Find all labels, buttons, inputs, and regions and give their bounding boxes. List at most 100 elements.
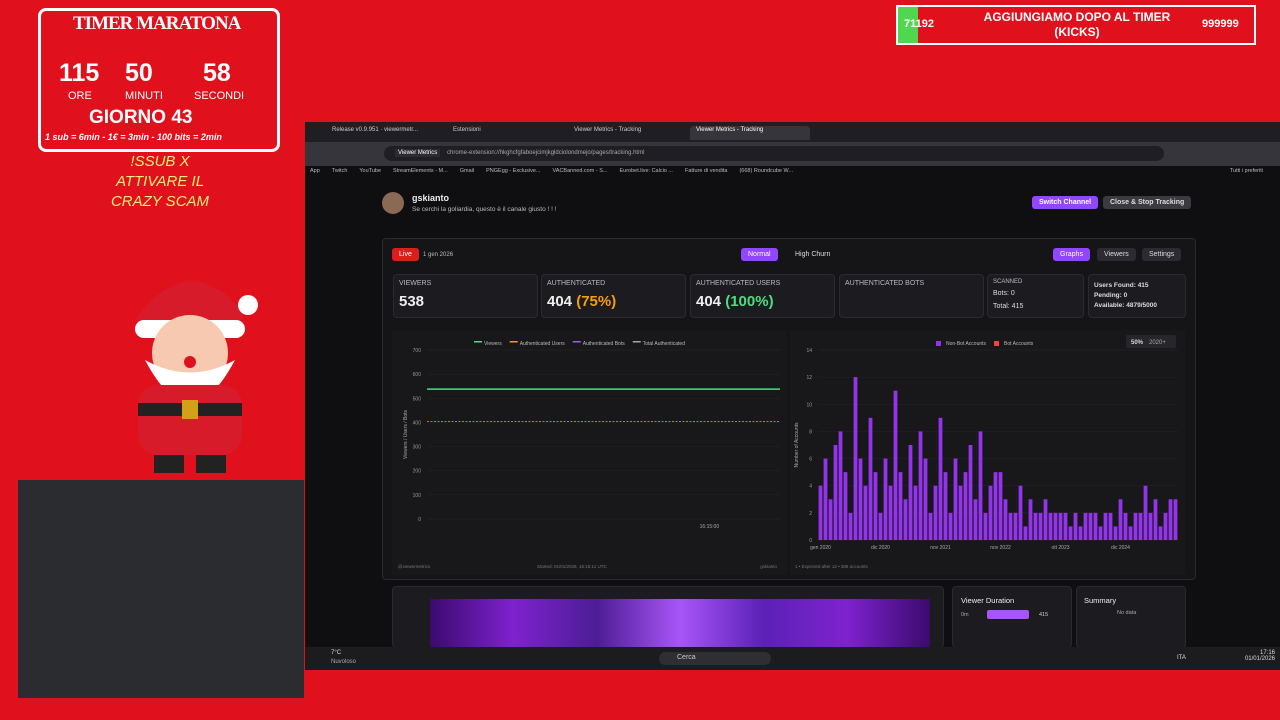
x-tick-label: dic 2020 <box>871 545 890 551</box>
bar <box>1008 512 1013 540</box>
bar <box>1098 526 1103 540</box>
duration-count: 415 <box>1039 612 1049 618</box>
chart-footer: 1 • Expected after 12 • 389 accounts <box>795 564 868 569</box>
bookmark[interactable]: Twitch <box>331 168 348 174</box>
bar <box>1153 499 1158 540</box>
mode-button[interactable]: High Churn <box>795 251 831 258</box>
y-tick-label: 14 <box>806 348 812 354</box>
search-box[interactable]: Cerca <box>659 652 771 665</box>
duration-title: Viewer Duration <box>961 596 1015 605</box>
bar <box>1063 512 1068 540</box>
date: 1 gen 2026 <box>423 252 454 258</box>
bookmark[interactable]: Eurobet.live: Calcio ... <box>619 168 673 174</box>
bar <box>983 512 988 540</box>
stat-value: 404 (75%) <box>547 293 616 310</box>
santa <box>135 281 258 473</box>
bar <box>1013 512 1018 540</box>
timer-title: TIMER MARATONA <box>73 13 241 34</box>
bar <box>908 445 913 540</box>
legend-swatch <box>994 341 1000 346</box>
bar <box>1003 499 1008 540</box>
minutes: 50 <box>125 59 153 87</box>
lang: ITA <box>1177 655 1186 661</box>
view-button[interactable]: Settings <box>1142 248 1182 261</box>
bar <box>1138 512 1143 540</box>
close-button[interactable]: Close & Stop Tracking <box>1103 196 1192 209</box>
temp: 7°C <box>331 650 342 656</box>
stat-line: Users Found: 415 <box>1094 282 1149 289</box>
stat-line: Available: 4879/5000 <box>1094 302 1157 309</box>
legend-swatch <box>509 341 518 343</box>
bookmark[interactable]: App <box>310 168 320 174</box>
view-button[interactable]: Viewers <box>1097 248 1136 261</box>
bookmark[interactable]: PNGEgg - Exclusive... <box>486 168 541 174</box>
bookmark[interactable]: StreamElements - M... <box>393 168 448 174</box>
bar <box>1068 526 1073 540</box>
bar <box>1108 512 1113 540</box>
bar <box>928 512 933 540</box>
rates: 1 sub = 6min - 1€ = 3min - 100 bits = 2m… <box>45 132 222 142</box>
tab[interactable]: Viewer Metrics - Tracking <box>690 126 810 140</box>
mode-button[interactable]: Normal <box>741 248 778 261</box>
tagline: Se cerchi la goliardia, questo è il cana… <box>412 206 557 213</box>
tab[interactable]: Release v0.9.951 · viewermetr... <box>332 127 419 133</box>
legend-swatch <box>474 341 482 343</box>
bar <box>848 512 853 540</box>
y-axis-label: Viewers / Users / Bots <box>403 409 409 459</box>
bar <box>1168 499 1173 540</box>
bar <box>1093 512 1098 540</box>
stat-line: Pending: 0 <box>1094 292 1128 299</box>
seconds-label: SECONDI <box>194 90 245 102</box>
tab[interactable]: Estensioni <box>453 127 481 133</box>
legend-label: Viewers <box>484 341 502 347</box>
duration-card: Viewer Duration 0m 415 <box>952 586 1072 648</box>
stat-label: VIEWERS <box>399 280 432 287</box>
bar <box>988 485 993 540</box>
duration-bar <box>987 610 1029 619</box>
x-tick-label: nov 2021 <box>930 545 951 551</box>
bookmark[interactable]: YouTube <box>359 168 382 174</box>
bookmark[interactable]: (668) Roundcube W... <box>739 168 793 174</box>
bar <box>1133 512 1138 540</box>
bookmark[interactable]: VACBanned.com - S... <box>552 168 608 174</box>
badge-text: 2020+ <box>1149 340 1166 346</box>
bar <box>818 485 823 540</box>
stat-label: SCANNED <box>993 279 1023 285</box>
view-button[interactable]: Graphs <box>1053 248 1090 261</box>
legend-label: Bot Accounts <box>1004 341 1034 347</box>
switch-button[interactable]: Switch Channel <box>1032 196 1099 209</box>
day: GIORNO 43 <box>89 107 193 128</box>
bar <box>1113 526 1118 540</box>
summary-text: No data <box>1117 610 1137 616</box>
y-tick-label: 0 <box>418 517 421 523</box>
all-bookmarks[interactable]: Tutti i preferiti <box>1229 168 1263 174</box>
omnibox[interactable] <box>384 146 1164 161</box>
clock: 17:16 01/01/2026 <box>1240 650 1275 662</box>
histogram: 0 2 4 6 8 10 12 14 Number of Accounts Non-Bot Acc… <box>790 330 1185 575</box>
bar <box>888 485 893 540</box>
promo: !SSUB X ATTIVARE IL CRAZY SCAM <box>80 152 240 212</box>
bookmark[interactable]: Gmail <box>459 168 475 174</box>
stat-card: AUTHENTICATED BOTS <box>839 274 984 318</box>
legend-swatch <box>632 341 641 343</box>
tab[interactable]: Viewer Metrics - Tracking <box>574 127 642 133</box>
bar <box>1048 512 1053 540</box>
bar <box>913 485 918 540</box>
stat-line: Total: 415 <box>993 303 1024 310</box>
stat-line: Bots: 0 <box>993 290 1015 297</box>
bar <box>893 390 898 540</box>
bar <box>828 499 833 540</box>
webcam <box>18 480 304 698</box>
summary-title: Summary <box>1084 596 1117 605</box>
bar <box>1038 512 1043 540</box>
x-tick-label: 16:15:00 <box>700 524 720 530</box>
y-tick-label: 12 <box>806 375 812 381</box>
bookmark[interactable]: Fatture di vendita <box>684 168 728 174</box>
bar <box>1028 499 1033 540</box>
bar <box>1118 499 1123 540</box>
bar <box>883 458 888 540</box>
y-tick-label: 400 <box>413 420 422 426</box>
url: chrome-extension://hkghcfgfaboejcimjkgld… <box>447 150 645 156</box>
stat-value: 404 <box>547 293 573 310</box>
bar <box>823 458 828 540</box>
